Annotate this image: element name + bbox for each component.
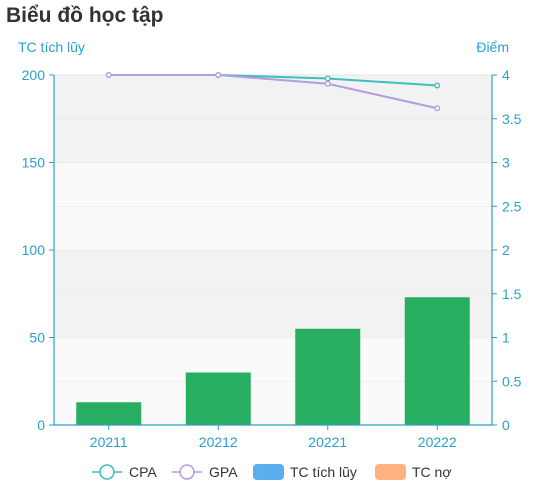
y-right-tick-label: 1 bbox=[502, 330, 510, 346]
point-cpa-20222 bbox=[434, 82, 441, 89]
grid-band bbox=[54, 118, 492, 163]
chart-title: Biểu đồ học tập bbox=[6, 4, 164, 27]
legend-marker-gpa bbox=[179, 464, 195, 480]
point-gpa-20211 bbox=[105, 72, 112, 78]
x-tick-label: 20222 bbox=[418, 434, 457, 450]
y-right-tick-label: 0.5 bbox=[502, 373, 522, 389]
x-tick-label: 20211 bbox=[90, 434, 128, 450]
y-left-tick-label: 100 bbox=[22, 242, 46, 258]
point-gpa-20212 bbox=[215, 72, 222, 78]
y-right-tick-label: 3 bbox=[502, 155, 510, 171]
legend-swatch-2 bbox=[253, 464, 284, 480]
y-right-tick-label: 0 bbox=[502, 417, 510, 433]
grid-band bbox=[54, 75, 492, 119]
point-gpa-20222 bbox=[434, 105, 441, 112]
y-right-tick-label: 3.5 bbox=[502, 111, 522, 127]
y-left-tick-label: 0 bbox=[37, 417, 45, 433]
legend-label: TC nợ bbox=[412, 464, 452, 480]
legend-label: CPA bbox=[129, 464, 157, 480]
y-left-tick-label: 150 bbox=[22, 155, 46, 171]
x-tick-label: 20212 bbox=[199, 434, 238, 450]
legend-label: TC tích lũy bbox=[290, 464, 357, 480]
legend-label: GPA bbox=[209, 464, 238, 480]
y-right-tick-label: 4 bbox=[502, 67, 510, 83]
grid-band bbox=[54, 206, 492, 250]
y-right-axis-label: Điểm bbox=[476, 39, 509, 55]
point-gpa-20221 bbox=[324, 80, 331, 87]
y-left-axis-label: TC tích lũy bbox=[18, 39, 85, 55]
y-right-tick-label: 2.5 bbox=[502, 198, 522, 214]
bar-20212 bbox=[185, 372, 251, 425]
y-left-tick-label: 200 bbox=[22, 67, 46, 83]
legend-marker-cpa bbox=[99, 464, 115, 480]
point-cpa-20221 bbox=[324, 75, 331, 82]
x-tick-label: 20221 bbox=[308, 434, 347, 450]
bar-20221 bbox=[295, 328, 361, 425]
bar-20211 bbox=[76, 402, 142, 425]
grid-band bbox=[54, 162, 492, 207]
y-right-tick-label: 1.5 bbox=[502, 286, 522, 302]
bar-20222 bbox=[404, 297, 470, 425]
y-right-tick-label: 2 bbox=[502, 242, 510, 258]
grid-band bbox=[54, 250, 492, 294]
legend-swatch-3 bbox=[375, 464, 406, 480]
line-gpa bbox=[108, 74, 438, 110]
y-left-tick-label: 50 bbox=[29, 330, 45, 346]
